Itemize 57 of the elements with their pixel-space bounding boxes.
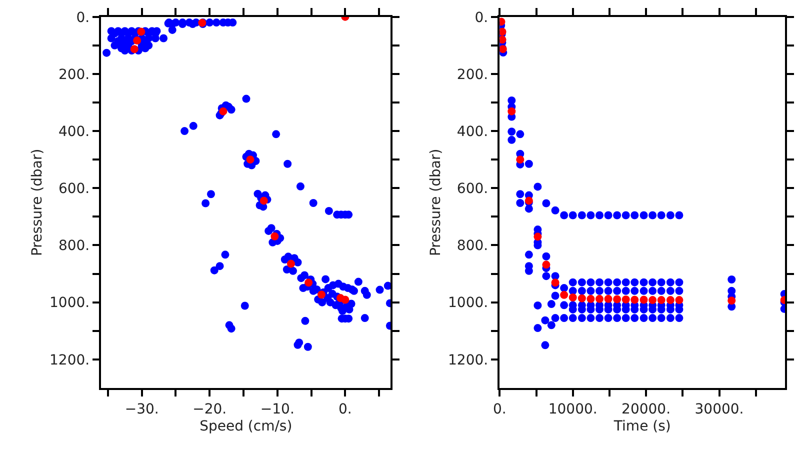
y-tick-label: 400.: [456, 124, 488, 140]
y-tick-label: 200.: [58, 66, 90, 83]
x-tick-label: −30.: [124, 402, 159, 418]
y-tick-label: 600.: [456, 181, 488, 198]
y-tick-label: 1200.: [448, 352, 488, 368]
point: [317, 290, 326, 299]
point: [568, 293, 577, 302]
point: [500, 36, 506, 44]
y-tick-label: 0.: [474, 10, 488, 26]
point: [286, 260, 295, 268]
x-tick-label: 30000.: [694, 402, 744, 418]
point: [657, 296, 666, 304]
point: [604, 294, 612, 303]
point: [508, 107, 516, 116]
point: [560, 290, 568, 299]
y-tick-label: 600.: [58, 181, 90, 198]
point: [586, 294, 595, 303]
point: [728, 296, 736, 305]
point: [534, 232, 542, 241]
x-tick-label: 0.: [338, 402, 352, 418]
point: [640, 296, 648, 304]
point: [304, 278, 313, 287]
y-tick-label: 1200.: [50, 352, 90, 368]
point: [675, 296, 684, 304]
point: [130, 45, 138, 54]
point: [648, 296, 657, 304]
y-tick-label: 800.: [58, 238, 90, 254]
point: [613, 295, 622, 304]
point: [578, 294, 586, 302]
y-axis-title: Pressure (dbar): [30, 148, 46, 256]
point: [246, 156, 254, 164]
x-axis-title: Time (s): [612, 418, 671, 434]
x-tick-label: 0.: [492, 402, 506, 418]
point: [630, 296, 639, 304]
y-tick-label: 1000.: [448, 295, 488, 312]
x-tick-label: −10.: [260, 402, 294, 418]
point: [270, 232, 279, 240]
point: [666, 296, 674, 304]
point: [551, 278, 560, 287]
x-tick-label: 20000.: [622, 402, 671, 418]
point: [542, 260, 550, 269]
y-axis-title: Pressure (dbar): [428, 148, 444, 256]
point: [516, 156, 524, 164]
y-tick-label: 800.: [456, 238, 488, 254]
y-tick-label: 400.: [58, 124, 90, 140]
y-tick-label: 0.: [76, 10, 90, 26]
point: [341, 296, 350, 304]
x-tick-label: −20.: [192, 402, 227, 418]
y-tick-label: 1000.: [50, 295, 90, 312]
point: [137, 28, 146, 36]
x-tick-label: 10000.: [548, 402, 598, 418]
point: [595, 294, 604, 303]
x-axis-title: Speed (cm/s): [200, 418, 292, 434]
point: [622, 295, 630, 304]
point: [260, 196, 268, 205]
y-tick-label: 200.: [456, 66, 488, 83]
point: [133, 36, 142, 45]
